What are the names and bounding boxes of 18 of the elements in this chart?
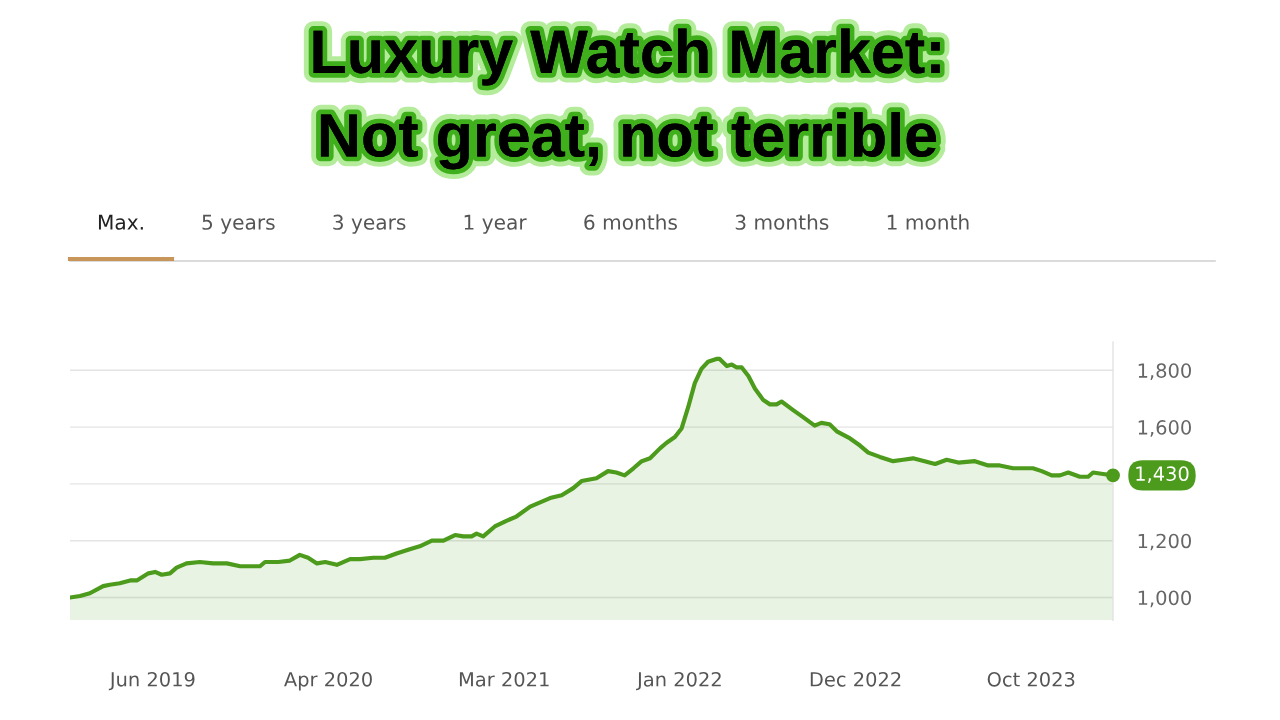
x-tick-label: Mar 2021 (459, 671, 549, 687)
x-tick-label: Apr 2020 (284, 671, 372, 691)
y-tick-label: 1,800 (1138, 363, 1191, 380)
y-tick-label: 1,200 (1138, 533, 1191, 551)
text: 3 years (333, 214, 406, 234)
text: Max. (98, 214, 143, 230)
x-tick-label: Oct 2023 (987, 671, 1075, 687)
x-tick-label: Jun 2019 (108, 671, 195, 691)
text: 6 months (584, 214, 677, 230)
text: 5 years (202, 214, 275, 234)
text: 3 months (735, 214, 829, 230)
x-tick-label: Dec 2022 (810, 671, 901, 687)
annotation: 1,430 (1136, 466, 1189, 483)
text: 1 year (464, 214, 527, 234)
y-tick-label: 1,600 (1138, 420, 1191, 437)
text: 1 month (887, 214, 969, 230)
y-tick-label: 1,000 (1138, 590, 1191, 608)
x-tick-label: Jan 2022 (636, 671, 721, 691)
